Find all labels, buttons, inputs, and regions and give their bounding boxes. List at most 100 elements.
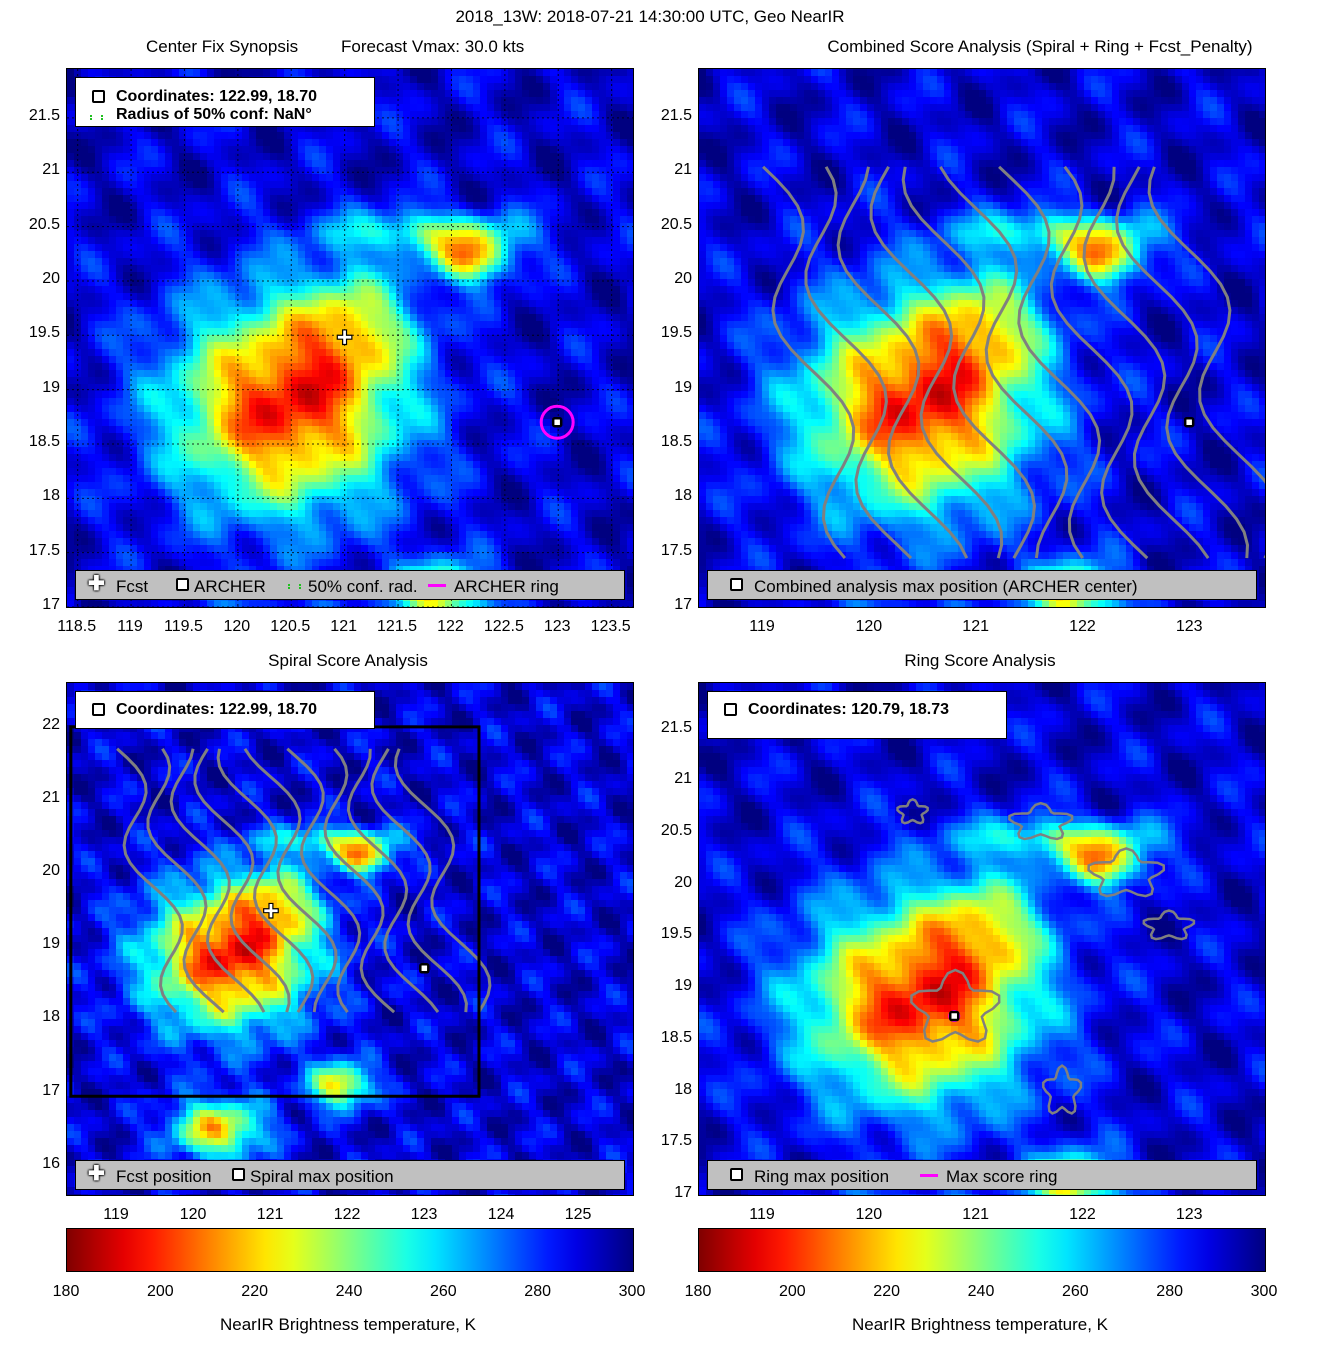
heat-cell	[207, 69, 215, 77]
heat-cell	[116, 258, 124, 266]
heat-cell	[599, 202, 607, 210]
heat-cell	[326, 447, 334, 455]
heat-cell	[389, 482, 397, 490]
heat-cell	[585, 405, 593, 413]
heat-cell	[249, 237, 257, 245]
heat-cell	[466, 139, 474, 147]
heat-cell	[326, 426, 334, 434]
heat-cell	[123, 202, 131, 210]
heat-cell	[277, 195, 285, 203]
heat-cell	[116, 237, 124, 245]
heat-cell	[494, 209, 502, 217]
heat-cell	[263, 454, 271, 462]
heat-cell	[102, 223, 110, 231]
heat-cell	[333, 377, 341, 385]
heat-cell	[347, 489, 355, 497]
heat-cell	[95, 335, 103, 343]
heat-cell	[417, 454, 425, 462]
heat-cell	[256, 153, 264, 161]
heat-cell	[207, 132, 215, 140]
heat-cell	[627, 468, 633, 476]
heat-cell	[417, 300, 425, 308]
heat-cell	[74, 454, 82, 462]
heat-cell	[298, 454, 306, 462]
heat-cell	[508, 419, 516, 427]
heat-cell	[536, 370, 544, 378]
heat-cell	[459, 377, 467, 385]
heat-cell	[550, 118, 558, 126]
heat-cell	[214, 258, 222, 266]
heat-cell	[67, 139, 75, 147]
heat-cell	[508, 174, 516, 182]
heat-cell	[116, 195, 124, 203]
heat-cell	[431, 447, 439, 455]
heat-cell	[151, 132, 159, 140]
heat-cell	[319, 468, 327, 476]
heat-cell	[74, 125, 82, 133]
heat-cell	[333, 286, 341, 294]
heat-cell	[263, 356, 271, 364]
heat-cell	[403, 83, 411, 91]
heat-cell	[151, 167, 159, 175]
heat-cell	[480, 132, 488, 140]
heat-cell	[186, 132, 194, 140]
heat-cell	[165, 181, 173, 189]
heat-cell	[431, 293, 439, 301]
heat-cell	[473, 118, 481, 126]
heat-cell	[333, 475, 341, 483]
heat-cell	[480, 244, 488, 252]
heat-cell	[130, 188, 138, 196]
heat-cell	[312, 195, 320, 203]
heat-cell	[592, 405, 600, 413]
heat-cell	[116, 384, 124, 392]
synopsis-map: ✚ Coordinates: 122.99, 18.70 Radius of 5…	[66, 68, 634, 608]
heat-cell	[522, 335, 530, 343]
heat-cell	[130, 356, 138, 364]
heat-cell	[550, 209, 558, 217]
heat-cell	[501, 244, 509, 252]
heat-cell	[137, 286, 145, 294]
heat-cell	[67, 349, 75, 357]
heat-cell	[340, 412, 348, 420]
heat-cell	[508, 153, 516, 161]
heat-cell	[109, 489, 117, 497]
heat-cell	[326, 230, 334, 238]
heat-cell	[214, 321, 222, 329]
heat-cell	[256, 174, 264, 182]
heat-cell	[179, 412, 187, 420]
heat-cell	[494, 258, 502, 266]
heat-cell	[480, 265, 488, 273]
heat-cell	[606, 363, 614, 371]
heat-cell	[88, 496, 96, 504]
heat-cell	[599, 468, 607, 476]
heat-cell	[578, 328, 586, 336]
heat-cell	[564, 265, 572, 273]
heat-cell	[522, 489, 530, 497]
heat-cell	[480, 104, 488, 112]
heat-cell	[88, 377, 96, 385]
heat-cell	[578, 125, 586, 133]
heat-cell	[88, 370, 96, 378]
heat-cell	[459, 118, 467, 126]
heat-cell	[592, 125, 600, 133]
heat-cell	[165, 69, 173, 77]
heat-cell	[522, 454, 530, 462]
heat-cell	[67, 167, 75, 175]
heat-cell	[298, 377, 306, 385]
heat-cell	[277, 384, 285, 392]
heat-cell	[137, 363, 145, 371]
heat-cell	[494, 118, 502, 126]
heat-cell	[74, 265, 82, 273]
heat-cell	[459, 104, 467, 112]
heat-cell	[277, 258, 285, 266]
heat-cell	[403, 405, 411, 413]
heat-cell	[88, 216, 96, 224]
heat-cell	[515, 293, 523, 301]
heat-cell	[585, 188, 593, 196]
heat-cell	[137, 167, 145, 175]
heat-cell	[627, 125, 633, 133]
heat-cell	[620, 426, 628, 434]
heat-cell	[389, 412, 397, 420]
heat-cell	[487, 209, 495, 217]
heat-cell	[466, 279, 474, 287]
